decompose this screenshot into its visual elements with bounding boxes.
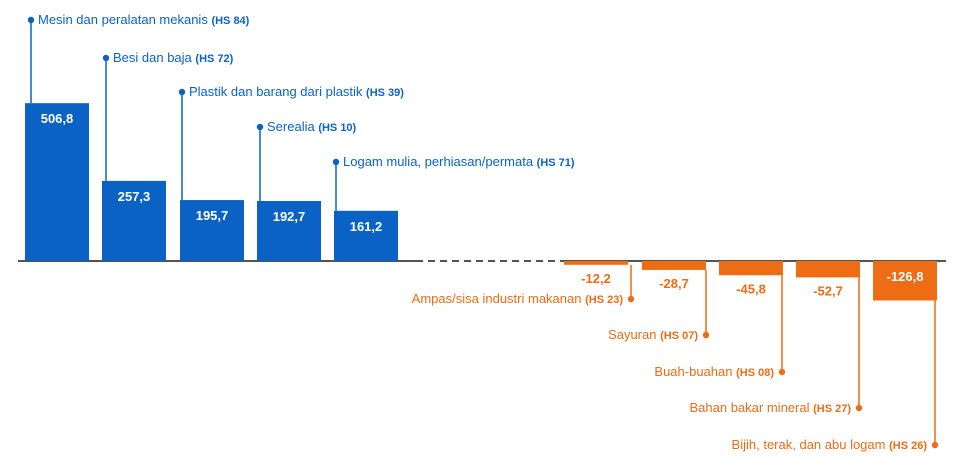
category-label: Serealia (HS 10)	[267, 119, 357, 134]
category-label: Buah-buahan (HS 08)	[654, 364, 774, 379]
callout-dot	[27, 16, 35, 24]
bar	[796, 261, 860, 278]
bar	[102, 180, 166, 261]
category-name: Serealia	[267, 119, 318, 134]
callout-dot	[855, 404, 863, 412]
category-code: (HS 07)	[660, 330, 698, 342]
category-code: (HS 27)	[813, 403, 851, 415]
category-label: Plastik dan barang dari plastik (HS 39)	[189, 84, 404, 99]
category-label: Bijih, terak, dan abu logam (HS 26)	[732, 437, 928, 452]
bar	[873, 261, 937, 301]
callout-dot	[178, 88, 186, 96]
bar	[257, 200, 321, 261]
category-code: (HS 26)	[889, 440, 927, 452]
category-name: Plastik dan barang dari plastik	[189, 84, 366, 99]
callout-dot	[102, 54, 110, 62]
category-code: (HS 08)	[736, 367, 774, 379]
bar	[25, 103, 89, 261]
callout-dot	[256, 123, 264, 131]
category-code: (HS 10)	[318, 122, 356, 134]
callout-dot	[931, 441, 939, 449]
bar-value-label: 257,3	[118, 189, 151, 204]
bar	[642, 261, 706, 270]
category-name: Besi dan baja	[113, 50, 195, 65]
category-name: Logam mulia, perhiasan/permata	[343, 154, 537, 169]
bar-value-label: -126,8	[887, 269, 924, 284]
bar	[334, 210, 398, 261]
category-label: Sayuran (HS 07)	[608, 327, 698, 342]
category-code: (HS 72)	[195, 53, 233, 65]
callout-dot	[332, 158, 340, 166]
category-name: Bijih, terak, dan abu logam	[732, 437, 890, 452]
category-name: Bahan bakar mineral	[690, 400, 814, 415]
bar-value-label: -12,2	[581, 271, 611, 286]
bar-value-label: 195,7	[196, 208, 229, 223]
bar-value-label: 506,8	[41, 111, 74, 126]
category-code: (HS 71)	[537, 157, 575, 169]
callout-dot	[702, 331, 710, 339]
category-name: Sayuran	[608, 327, 660, 342]
category-name: Ampas/sisa industri makanan	[412, 291, 585, 306]
callout-dot	[778, 368, 786, 376]
bar-value-label: -52,7	[813, 283, 843, 298]
category-name: Mesin dan peralatan mekanis	[38, 12, 211, 27]
category-name: Buah-buahan	[654, 364, 736, 379]
category-label: Logam mulia, perhiasan/permata (HS 71)	[343, 154, 575, 169]
bar-value-label: -28,7	[659, 276, 689, 291]
category-label: Bahan bakar mineral (HS 27)	[690, 400, 852, 415]
bar-value-label: -45,8	[736, 281, 766, 296]
bar	[564, 261, 628, 265]
category-code: (HS 23)	[585, 294, 623, 306]
bar	[180, 200, 244, 261]
callout-dot	[627, 295, 635, 303]
bar	[719, 261, 783, 276]
category-label: Ampas/sisa industri makanan (HS 23)	[412, 291, 624, 306]
category-label: Mesin dan peralatan mekanis (HS 84)	[38, 12, 250, 27]
category-code: (HS 84)	[211, 15, 249, 27]
bar-value-label: 192,7	[273, 209, 306, 224]
bar-value-label: 161,2	[350, 219, 383, 234]
category-code: (HS 39)	[366, 87, 404, 99]
category-label: Besi dan baja (HS 72)	[113, 50, 234, 65]
